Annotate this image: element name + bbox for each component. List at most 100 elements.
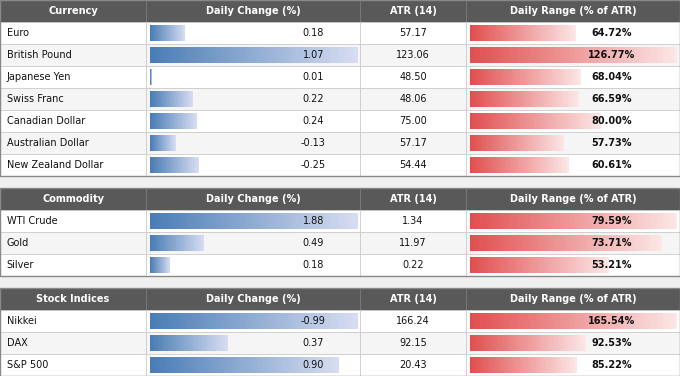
- Bar: [360, 110, 466, 132]
- Bar: [171, 91, 173, 107]
- Bar: [163, 235, 164, 251]
- Bar: [596, 112, 598, 129]
- Bar: [278, 212, 282, 229]
- Bar: [622, 313, 626, 329]
- Bar: [488, 256, 491, 273]
- Bar: [484, 357, 486, 373]
- Bar: [564, 335, 566, 352]
- Bar: [160, 156, 162, 173]
- Bar: [222, 335, 224, 352]
- Bar: [509, 68, 511, 85]
- Bar: [488, 24, 490, 41]
- Bar: [354, 313, 358, 329]
- Bar: [157, 91, 158, 107]
- Bar: [288, 212, 292, 229]
- Bar: [193, 156, 194, 173]
- Bar: [160, 24, 161, 41]
- Bar: [475, 24, 477, 41]
- Bar: [164, 91, 165, 107]
- Bar: [275, 212, 278, 229]
- Bar: [169, 335, 171, 352]
- Bar: [160, 235, 161, 251]
- Bar: [547, 156, 549, 173]
- Bar: [155, 235, 156, 251]
- Bar: [515, 313, 518, 329]
- Bar: [154, 112, 155, 129]
- Bar: [157, 47, 160, 63]
- Bar: [509, 135, 511, 151]
- Bar: [521, 256, 523, 273]
- Bar: [169, 156, 170, 173]
- Bar: [167, 24, 168, 41]
- Bar: [250, 313, 254, 329]
- Bar: [553, 235, 556, 251]
- Bar: [497, 91, 499, 107]
- Bar: [520, 24, 521, 41]
- Bar: [546, 256, 549, 273]
- Bar: [185, 313, 188, 329]
- Bar: [549, 256, 551, 273]
- Bar: [203, 235, 205, 251]
- Bar: [507, 24, 509, 41]
- Bar: [466, 210, 680, 232]
- Bar: [530, 357, 532, 373]
- Bar: [161, 235, 162, 251]
- Bar: [477, 156, 478, 173]
- Text: 54.44: 54.44: [399, 160, 427, 170]
- Bar: [466, 66, 680, 88]
- Bar: [506, 135, 508, 151]
- Bar: [567, 256, 569, 273]
- Bar: [229, 357, 232, 373]
- Bar: [533, 112, 535, 129]
- Bar: [547, 24, 549, 41]
- Bar: [541, 335, 543, 352]
- Bar: [188, 47, 192, 63]
- Bar: [526, 68, 528, 85]
- Bar: [571, 112, 573, 129]
- Bar: [179, 156, 180, 173]
- Bar: [248, 357, 251, 373]
- Bar: [498, 235, 502, 251]
- Bar: [533, 68, 535, 85]
- Bar: [466, 288, 680, 310]
- Bar: [563, 235, 566, 251]
- Bar: [466, 0, 680, 22]
- Bar: [558, 256, 560, 273]
- Bar: [585, 235, 588, 251]
- Text: Commodity: Commodity: [42, 194, 104, 204]
- Bar: [524, 68, 526, 85]
- Bar: [146, 154, 360, 176]
- Bar: [155, 156, 156, 173]
- Bar: [498, 357, 500, 373]
- Bar: [659, 235, 662, 251]
- Bar: [210, 357, 214, 373]
- Bar: [0, 22, 146, 44]
- Bar: [466, 254, 680, 276]
- Bar: [674, 212, 677, 229]
- Bar: [656, 235, 659, 251]
- Bar: [182, 335, 183, 352]
- Bar: [159, 156, 160, 173]
- Bar: [549, 313, 553, 329]
- Bar: [550, 235, 554, 251]
- Bar: [188, 335, 189, 352]
- Bar: [528, 156, 530, 173]
- Bar: [198, 235, 199, 251]
- Bar: [222, 357, 226, 373]
- Bar: [619, 313, 622, 329]
- Bar: [510, 91, 512, 107]
- Bar: [632, 313, 636, 329]
- Bar: [555, 24, 556, 41]
- Bar: [526, 91, 528, 107]
- Bar: [549, 335, 551, 352]
- Bar: [466, 154, 680, 176]
- Bar: [544, 24, 546, 41]
- Bar: [181, 91, 182, 107]
- Bar: [490, 135, 492, 151]
- Bar: [173, 91, 174, 107]
- Bar: [237, 212, 240, 229]
- Bar: [178, 91, 179, 107]
- Bar: [175, 47, 178, 63]
- Bar: [168, 235, 169, 251]
- Bar: [221, 335, 223, 352]
